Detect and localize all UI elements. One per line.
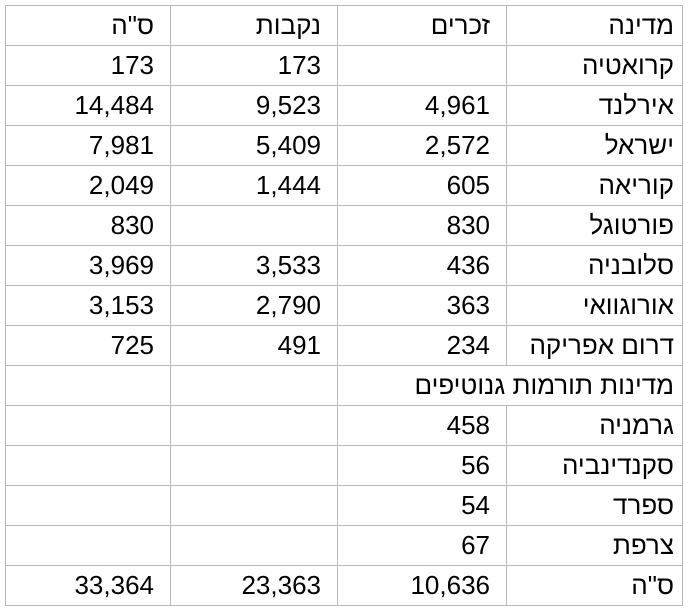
number-cell: 1,444 [170, 165, 338, 206]
number-cell: 173 [170, 45, 338, 86]
label-cell: אורוגוואי [506, 285, 683, 326]
label-cell: מדינה [506, 5, 683, 46]
label-cell: דרום אפריקה [506, 325, 683, 366]
number-cell: ס"ה [5, 5, 171, 46]
number-cell [5, 405, 171, 446]
number-cell: 173 [5, 45, 171, 86]
number-cell [170, 205, 338, 246]
label-cell: קוריאה [506, 165, 683, 206]
number-cell [5, 525, 171, 566]
number-cell: 830 [337, 205, 507, 246]
header-row: מדינה זכרים נקבות ס"ה [5, 5, 683, 46]
number-cell [170, 445, 338, 486]
number-cell: 9,523 [170, 85, 338, 126]
number-cell: 2,049 [5, 165, 171, 206]
number-cell: 725 [5, 325, 171, 366]
number-cell: 7,981 [5, 125, 171, 166]
number-cell: 2,790 [170, 285, 338, 326]
label-cell: סלובניה [506, 245, 683, 286]
empty-cell [170, 365, 338, 406]
table-row: ישראל 2,572 5,409 7,981 [5, 125, 683, 166]
table-row: מדינות תורמות גנוטיפים [5, 365, 683, 406]
number-cell: 33,364 [5, 565, 171, 606]
number-cell: 3,153 [5, 285, 171, 326]
number-cell [170, 405, 338, 446]
table-row: דרום אפריקה 234 491 725 [5, 325, 683, 366]
number-cell [170, 485, 338, 526]
label-cell: אירלנד [506, 85, 683, 126]
table-row: אירלנד 4,961 9,523 14,484 [5, 85, 683, 126]
number-cell [170, 525, 338, 566]
number-cell: 458 [337, 405, 507, 446]
number-cell: 23,363 [170, 565, 338, 606]
table-row: פורטוגל 830 830 [5, 205, 683, 246]
label-cell: פורטוגל [506, 205, 683, 246]
number-cell: 436 [337, 245, 507, 286]
empty-cell [5, 365, 171, 406]
table-body: מדינה זכרים נקבות ס"ה קרואטיה 173 173 אירלנד 4,9… [5, 5, 683, 606]
number-cell: 363 [337, 285, 507, 326]
table-row: צרפת 67 [5, 525, 683, 566]
number-cell: 67 [337, 525, 507, 566]
table-row: גרמניה 458 [5, 405, 683, 446]
label-cell: צרפת [506, 525, 683, 566]
number-cell: 14,484 [5, 85, 171, 126]
label-cell: ס"ה [506, 565, 683, 606]
label-cell: ספרד [506, 485, 683, 526]
label-cell: קרואטיה [506, 45, 683, 86]
number-cell: זכרים [337, 5, 507, 46]
number-cell: 605 [337, 165, 507, 206]
table-row: קוריאה 605 1,444 2,049 [5, 165, 683, 206]
number-cell [5, 445, 171, 486]
number-cell: 234 [337, 325, 507, 366]
label-cell: ישראל [506, 125, 683, 166]
number-cell: 491 [170, 325, 338, 366]
label-cell: מדינות תורמות גנוטיפים [337, 365, 683, 406]
number-cell: 3,969 [5, 245, 171, 286]
label-cell: גרמניה [506, 405, 683, 446]
number-cell [337, 45, 507, 86]
label-cell: סקנדינביה [506, 445, 683, 486]
number-cell: נקבות [170, 5, 338, 46]
table-row: קרואטיה 173 173 [5, 45, 683, 86]
table-row: ס"ה 10,636 23,363 33,364 [5, 565, 683, 606]
number-cell: 10,636 [337, 565, 507, 606]
number-cell: 5,409 [170, 125, 338, 166]
table-row: סלובניה 436 3,533 3,969 [5, 245, 683, 286]
table-row: סקנדינביה 56 [5, 445, 683, 486]
number-cell: 830 [5, 205, 171, 246]
number-cell: 3,533 [170, 245, 338, 286]
number-cell: 56 [337, 445, 507, 486]
table-row: אורוגוואי 363 2,790 3,153 [5, 285, 683, 326]
number-cell: 2,572 [337, 125, 507, 166]
table-row: ספרד 54 [5, 485, 683, 526]
number-cell: 54 [337, 485, 507, 526]
number-cell: 4,961 [337, 85, 507, 126]
data-table: מדינה זכרים נקבות ס"ה קרואטיה 173 173 אירלנד 4,9… [5, 5, 683, 606]
number-cell [5, 485, 171, 526]
